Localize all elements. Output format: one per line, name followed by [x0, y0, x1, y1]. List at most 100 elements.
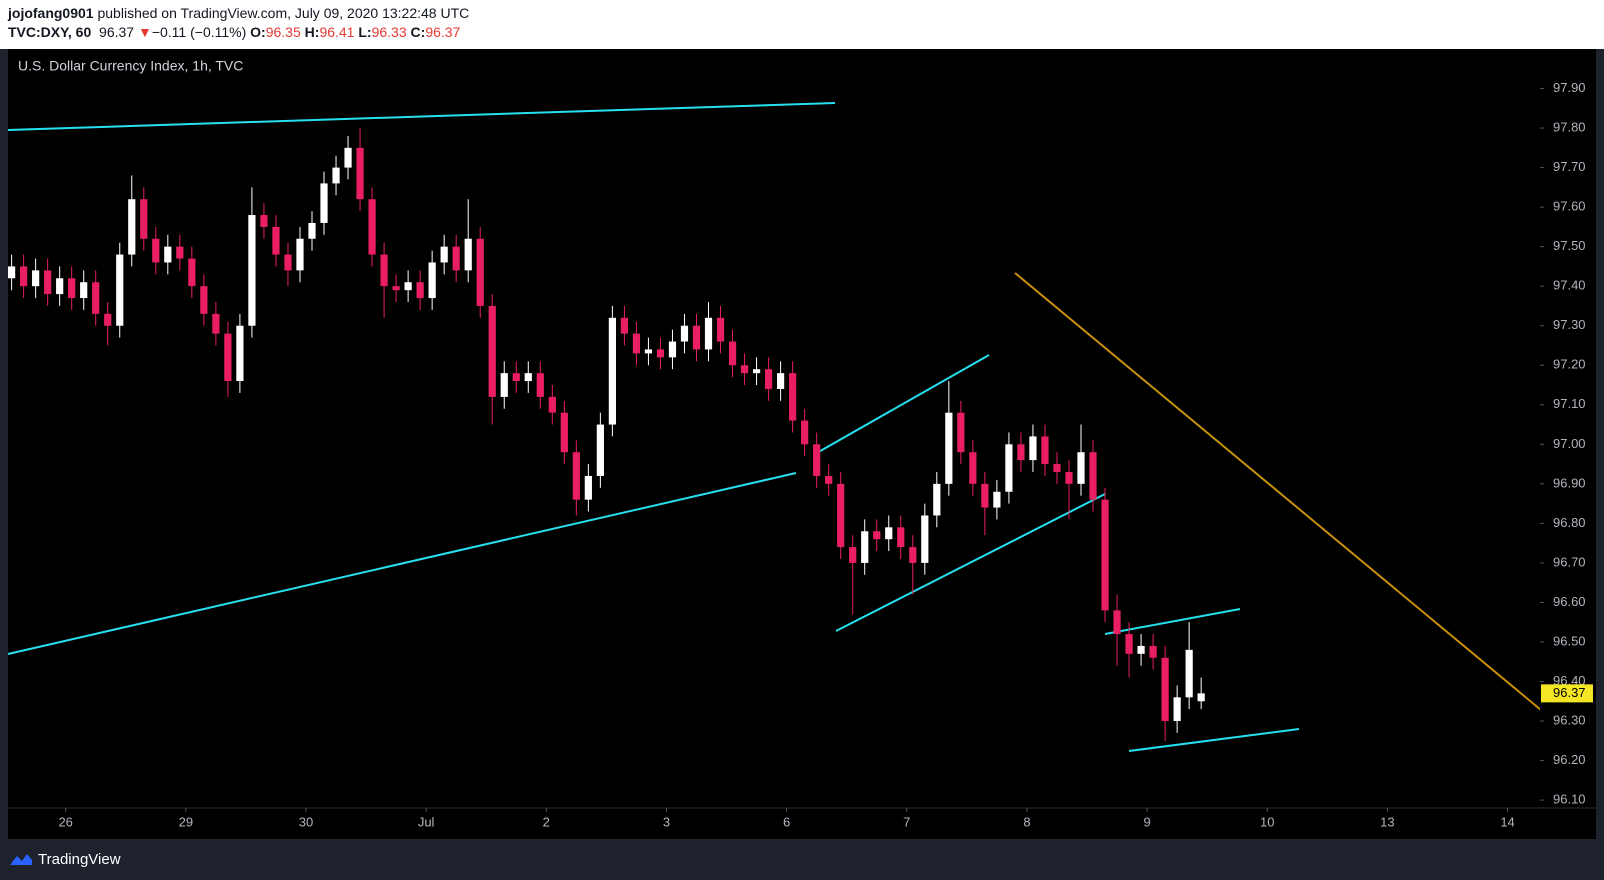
candle-body: [452, 246, 460, 271]
candle-body: [584, 475, 592, 500]
candle-body: [320, 183, 328, 223]
candle-body: [789, 373, 797, 421]
y-tick-label: 97.80: [1553, 120, 1586, 135]
candle-body: [392, 286, 400, 291]
candle-body: [212, 313, 220, 334]
candle-body: [1005, 444, 1013, 492]
l-label: L:: [358, 24, 372, 40]
candle-body: [1029, 436, 1037, 461]
candle-body: [416, 282, 424, 299]
candle-body: [464, 238, 472, 271]
logo: [10, 854, 32, 865]
trend-line: [7, 102, 836, 131]
x-tick-label: 3: [663, 814, 670, 829]
candle-body: [1149, 645, 1157, 658]
y-tick-label: 96.70: [1553, 554, 1586, 569]
candle-body: [1161, 657, 1169, 722]
author[interactable]: jojofang0901: [8, 5, 94, 21]
candle-body: [80, 282, 88, 299]
y-tick-label: 97.00: [1553, 436, 1586, 451]
x-tick-label: 26: [58, 814, 72, 829]
candle-body: [500, 373, 508, 397]
candle-body: [656, 349, 665, 358]
y-tick-label: 97.40: [1553, 278, 1586, 293]
y-tick-label: 97.50: [1553, 238, 1586, 253]
candle-body: [512, 373, 520, 382]
y-tick-label: 97.70: [1553, 159, 1586, 174]
x-tick-label: 6: [783, 814, 790, 829]
y-tick-label: 97.60: [1553, 199, 1586, 214]
x-tick-label: 13: [1380, 814, 1394, 829]
candle-body: [993, 491, 1001, 508]
candle-body: [680, 325, 689, 342]
candle-body: [128, 199, 136, 255]
candle-body: [1041, 436, 1049, 465]
candle-body: [404, 282, 412, 291]
price-axis-background: [1540, 49, 1596, 839]
candle-body: [332, 167, 340, 184]
x-tick-label: 8: [1023, 814, 1030, 829]
header: jojofang0901 published on TradingView.co…: [0, 0, 1604, 49]
candle-body: [44, 270, 52, 295]
candle-body: [368, 199, 376, 255]
candle-body: [813, 444, 821, 476]
candle-body: [524, 373, 532, 382]
candle-body: [608, 317, 616, 425]
candle-body: [272, 226, 280, 255]
candle-body: [873, 531, 881, 540]
candle-body: [752, 369, 761, 374]
y-tick-label: 96.10: [1553, 792, 1586, 807]
o-label: O:: [250, 24, 266, 40]
trend-line: [1104, 608, 1241, 635]
open-value: 96.35: [265, 24, 301, 40]
candle-body: [825, 475, 833, 484]
candle-body: [1101, 499, 1109, 611]
candle-body: [260, 215, 268, 227]
candle-body: [440, 246, 448, 263]
candle-body: [632, 333, 641, 354]
candle-body: [740, 365, 749, 374]
candle-body: [20, 266, 28, 287]
candle-body: [764, 369, 773, 389]
candle-body: [969, 452, 977, 484]
candle-body: [380, 254, 388, 287]
candle-body: [777, 373, 785, 389]
candle-body: [921, 515, 929, 563]
candle-body: [1077, 452, 1085, 484]
candle-body: [236, 325, 244, 382]
candle-body: [933, 483, 941, 516]
candle-body: [692, 325, 701, 350]
candle-body: [488, 305, 496, 397]
y-tick-label: 97.20: [1553, 357, 1586, 372]
published: published on TradingView.com, July 09, 2…: [97, 5, 470, 21]
x-tick-label: 2: [543, 814, 550, 829]
candle-body: [428, 262, 436, 299]
y-tick-label: 96.40: [1553, 673, 1586, 688]
candle-body: [536, 373, 544, 397]
x-tick-label: 9: [1143, 814, 1150, 829]
candle-body: [885, 527, 893, 540]
candle-body: [548, 396, 556, 413]
candle-body: [596, 424, 604, 476]
candle-body: [981, 483, 989, 508]
change: −0.11 (−0.11%): [151, 24, 247, 40]
high-value: 96.41: [319, 24, 355, 40]
chart: U.S. Dollar Currency Index, 1h, TVC 96.1…: [7, 49, 1596, 839]
trend-line: [814, 354, 990, 455]
x-tick-label: 10: [1260, 814, 1274, 829]
brand[interactable]: TradingView: [38, 850, 121, 868]
candle-body: [644, 349, 653, 354]
x-tick-label: 29: [179, 814, 193, 829]
y-tick-label: 96.50: [1553, 633, 1586, 648]
chart-title: U.S. Dollar Currency Index, 1h, TVC: [18, 58, 243, 74]
candle-body: [296, 238, 304, 271]
footer: TradingView: [8, 850, 121, 868]
y-tick-label: 97.10: [1553, 396, 1586, 411]
candle-body: [248, 215, 256, 326]
candle-body: [140, 199, 148, 239]
candle-body: [56, 278, 64, 295]
candle-body: [188, 258, 196, 287]
candle-body: [801, 420, 809, 445]
y-tick-label: 96.80: [1553, 515, 1586, 530]
candle-body: [68, 278, 76, 299]
